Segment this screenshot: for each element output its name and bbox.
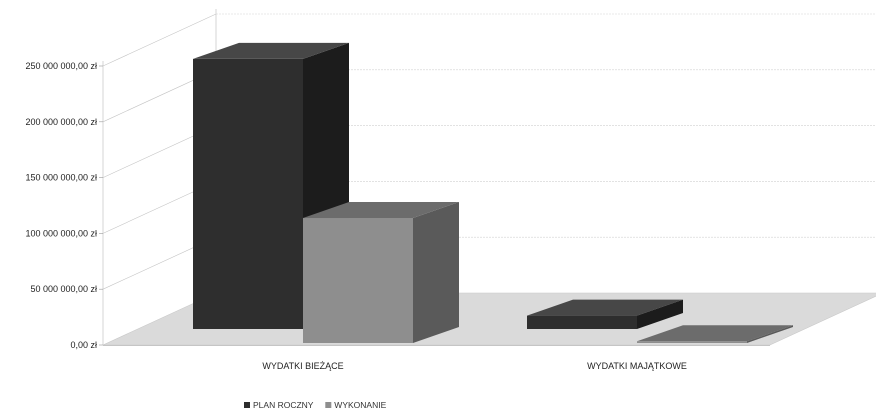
bar-top-0-0 <box>193 42 349 59</box>
bar-front-1-1 <box>637 341 747 343</box>
x-axis-categories: WYDATKI BIEŻĄCE WYDATKI MAJĄTKOWE <box>262 361 687 371</box>
bar-front-0-1 <box>303 218 413 343</box>
bars <box>193 42 793 343</box>
legend-label-0: PLAN ROCZNY <box>253 400 314 410</box>
bar-front-0-0 <box>193 58 303 329</box>
y-tick-label-5: 250 000 000,00 zł <box>25 61 97 71</box>
y-tick-label-4: 200 000 000,00 zł <box>25 117 97 127</box>
legend: PLAN ROCZNY WYKONANIE <box>244 400 387 410</box>
legend-label-1: WYKONANIE <box>334 400 386 410</box>
y-tick-label-1: 50 000 000,00 zł <box>30 284 97 294</box>
bar-top-1-0 <box>527 299 683 316</box>
bar-front-1-0 <box>527 315 637 329</box>
legend-swatch-1 <box>325 402 332 408</box>
y-tick-label-0: 0,00 zł <box>70 340 97 350</box>
bar-0-1 <box>303 202 459 343</box>
y-axis-ticks: 0,00 zł 50 000 000,00 zł 100 000 000,00 zł… <box>25 61 103 350</box>
bar-1-1 <box>637 325 793 343</box>
bar-side-1-0 <box>637 299 683 329</box>
bar-top-1-1 <box>637 325 793 342</box>
legend-swatch-0 <box>244 402 250 408</box>
gridline-left-5 <box>102 13 217 67</box>
bar-1-0 <box>527 299 683 329</box>
y-tick-label-3: 150 000 000,00 zł <box>25 173 97 183</box>
y-tick-label-2: 100 000 000,00 zł <box>25 228 97 238</box>
x-category-label-0: WYDATKI BIEŻĄCE <box>262 361 343 371</box>
bar-side-0-1 <box>413 202 459 343</box>
bar-side-1-1 <box>747 325 793 343</box>
bar-top-0-1 <box>303 202 459 218</box>
x-category-label-1: WYDATKI MAJĄTKOWE <box>587 361 687 371</box>
bar-0-0 <box>193 42 349 330</box>
